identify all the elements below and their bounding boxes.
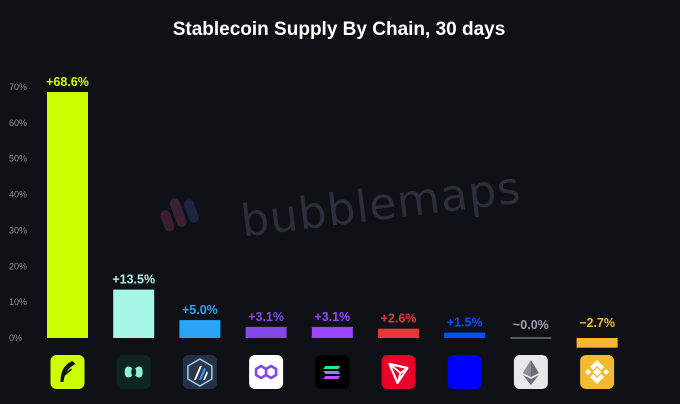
- y-tick-label: 60%: [9, 118, 27, 128]
- watermark-text: bubblemaps: [238, 162, 524, 247]
- data-label: ~0.0%: [513, 318, 549, 332]
- data-label: +68.6%: [46, 75, 89, 89]
- data-label: +2.6%: [381, 312, 417, 326]
- bar: [510, 337, 552, 339]
- bar: [444, 332, 486, 338]
- ethereum-icon: [513, 355, 548, 389]
- tron-icon: [381, 355, 416, 389]
- bar: [576, 338, 618, 348]
- chart-title: Stablecoin Supply By Chain, 30 days: [173, 19, 506, 40]
- polygon-icon: [249, 355, 284, 389]
- y-tick-label: 30%: [9, 225, 27, 235]
- arbitrum-icon: [182, 355, 217, 389]
- y-tick-label: 40%: [9, 190, 27, 200]
- solana-icon: [315, 355, 350, 389]
- y-tick-label: 50%: [9, 154, 27, 164]
- data-label: +13.5%: [112, 273, 155, 287]
- base-icon: [447, 355, 482, 389]
- bars: [47, 92, 618, 348]
- hyperliquid-icon: [116, 355, 151, 389]
- bar: [179, 320, 221, 338]
- y-tick-label: 0%: [9, 333, 22, 343]
- watermark: bubblemaps: [160, 162, 524, 247]
- bar: [245, 326, 287, 338]
- bnb-chain-icon: [580, 355, 615, 389]
- bar: [311, 326, 353, 338]
- y-tick-label: 70%: [9, 82, 27, 92]
- data-label: +1.5%: [447, 316, 483, 330]
- data-label: +3.1%: [314, 310, 350, 324]
- data-label: −2.7%: [579, 316, 615, 330]
- bubblemaps-logo-icon: [160, 198, 199, 232]
- data-labels: +68.6% +13.5% +5.0% +3.1% +3.1% +2.6% +1.5% ~0.…: [46, 75, 615, 332]
- y-axis: 0% 10% 20% 30% 40% 50% 60% 70%: [9, 82, 27, 343]
- chain-icons: [50, 355, 615, 389]
- data-label: +5.0%: [182, 303, 218, 317]
- bar: [378, 328, 419, 338]
- bar: [113, 289, 155, 338]
- y-tick-label: 20%: [9, 261, 27, 271]
- y-tick-label: 10%: [9, 297, 27, 307]
- robinhood-feather-icon: [50, 355, 85, 389]
- bar: [47, 92, 88, 339]
- data-label: +3.1%: [248, 310, 284, 324]
